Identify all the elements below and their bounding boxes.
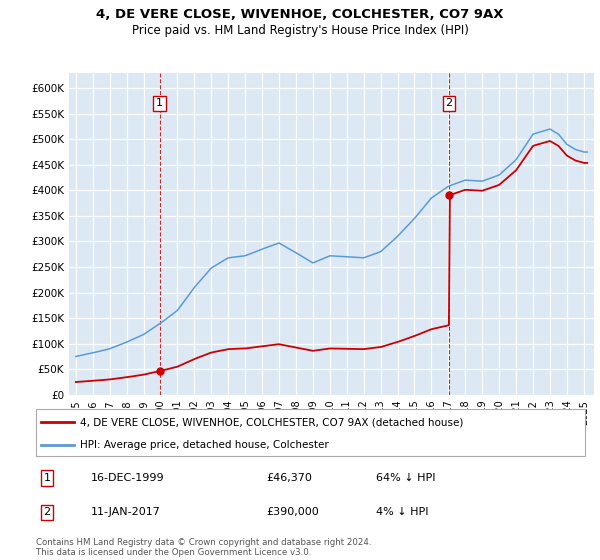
Text: 4, DE VERE CLOSE, WIVENHOE, COLCHESTER, CO7 9AX: 4, DE VERE CLOSE, WIVENHOE, COLCHESTER, … (96, 8, 504, 21)
Text: 2: 2 (43, 507, 50, 517)
FancyBboxPatch shape (36, 409, 585, 456)
Text: 16-DEC-1999: 16-DEC-1999 (91, 473, 164, 483)
Text: 4, DE VERE CLOSE, WIVENHOE, COLCHESTER, CO7 9AX (detached house): 4, DE VERE CLOSE, WIVENHOE, COLCHESTER, … (80, 417, 463, 427)
Text: 2: 2 (445, 99, 452, 109)
Text: 1: 1 (156, 99, 163, 109)
Text: 1: 1 (43, 473, 50, 483)
Text: Contains HM Land Registry data © Crown copyright and database right 2024.
This d: Contains HM Land Registry data © Crown c… (36, 538, 371, 557)
Text: Price paid vs. HM Land Registry's House Price Index (HPI): Price paid vs. HM Land Registry's House … (131, 24, 469, 36)
Text: 4% ↓ HPI: 4% ↓ HPI (376, 507, 429, 517)
Text: 64% ↓ HPI: 64% ↓ HPI (376, 473, 436, 483)
Text: 11-JAN-2017: 11-JAN-2017 (91, 507, 161, 517)
Text: HPI: Average price, detached house, Colchester: HPI: Average price, detached house, Colc… (80, 440, 329, 450)
Text: £390,000: £390,000 (266, 507, 319, 517)
Text: £46,370: £46,370 (266, 473, 313, 483)
